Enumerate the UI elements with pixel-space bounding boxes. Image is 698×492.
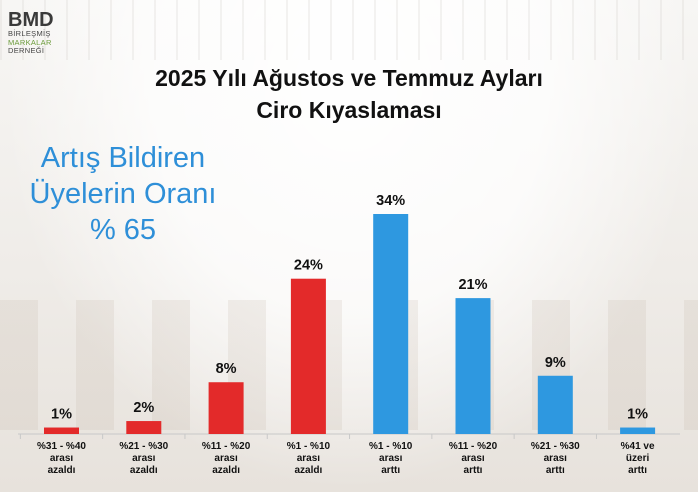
logo-line-3: DERNEĞİ [8, 46, 45, 55]
data-label-4: 34% [376, 193, 405, 209]
data-label-5: 21% [458, 277, 487, 293]
data-label-1: 2% [133, 400, 154, 416]
bar-1 [126, 421, 162, 434]
chart-title: 2025 Yılı Ağustos ve Temmuz Ayları Ciro … [0, 62, 698, 126]
x-tick-label-7-0: %41 ve [621, 441, 655, 452]
x-tick-label-6-1: arası [544, 453, 568, 464]
x-tick-label-4-1: arası [379, 453, 403, 464]
x-tick-label-5-0: %11 - %20 [449, 441, 498, 452]
ratio-line-3: % 65 [89, 214, 157, 246]
logo-line-2: MARKALAR [8, 37, 52, 47]
chart-title-line-2: Ciro Kıyaslaması [256, 97, 442, 123]
x-tick-label-0-2: azaldı [48, 465, 76, 476]
logo-line-1: BİRLEŞMİŞ [8, 29, 51, 38]
ratio-line-2: Üyelerin Oranı [29, 178, 217, 210]
logo-brand: BMD [8, 9, 54, 31]
data-label-3: 24% [294, 258, 323, 274]
data-label-0: 1% [51, 407, 72, 423]
ratio-line-1: Artış Bildiren [40, 142, 206, 174]
x-tick-label-2-0: %11 - %20 [202, 441, 251, 452]
x-tick-label-0-1: arası [50, 453, 74, 464]
x-tick-label-1-0: %21 - %30 [119, 441, 168, 452]
x-tick-label-1-2: azaldı [130, 465, 158, 476]
x-tick-label-4-0: %1 - %10 [369, 441, 413, 452]
bar-5 [455, 298, 491, 434]
x-tick-label-7-1: üzeri [626, 453, 650, 464]
bar-4 [373, 214, 409, 434]
x-tick-label-2-2: azaldı [212, 465, 240, 476]
x-tick-label-3-1: arası [297, 453, 321, 464]
x-tick-label-1-1: arası [132, 453, 156, 464]
increase-ratio-callout: Artış Bildiren Üyelerin Oranı % 65 [18, 140, 228, 248]
x-tick-label-4-2: arttı [381, 465, 400, 476]
bar-0 [44, 427, 79, 434]
x-tick-label-3-2: azaldı [295, 465, 323, 476]
data-label-2: 8% [216, 361, 237, 377]
x-tick-label-7-2: arttı [628, 465, 647, 476]
x-tick-label-6-2: arttı [546, 465, 565, 476]
bar-3 [290, 278, 326, 434]
x-tick-label-2-1: arası [214, 453, 238, 464]
x-tick-label-6-0: %21 - %30 [531, 441, 580, 452]
bmd-logo: BMD BİRLEŞMİŞ MARKALAR DERNEĞİ [8, 10, 78, 56]
x-tick-label-5-2: arttı [464, 465, 483, 476]
x-tick-label-0-0: %31 - %40 [37, 441, 86, 452]
chart-title-line-1: 2025 Yılı Ağustos ve Temmuz Ayları [155, 65, 543, 91]
data-label-6: 9% [545, 355, 566, 371]
x-tick-label-3-0: %1 - %10 [287, 441, 331, 452]
bar-6 [537, 375, 573, 434]
bar-7 [620, 427, 656, 434]
bar-2 [208, 382, 244, 434]
x-tick-label-5-1: arası [461, 453, 485, 464]
data-label-7: 1% [627, 407, 648, 423]
